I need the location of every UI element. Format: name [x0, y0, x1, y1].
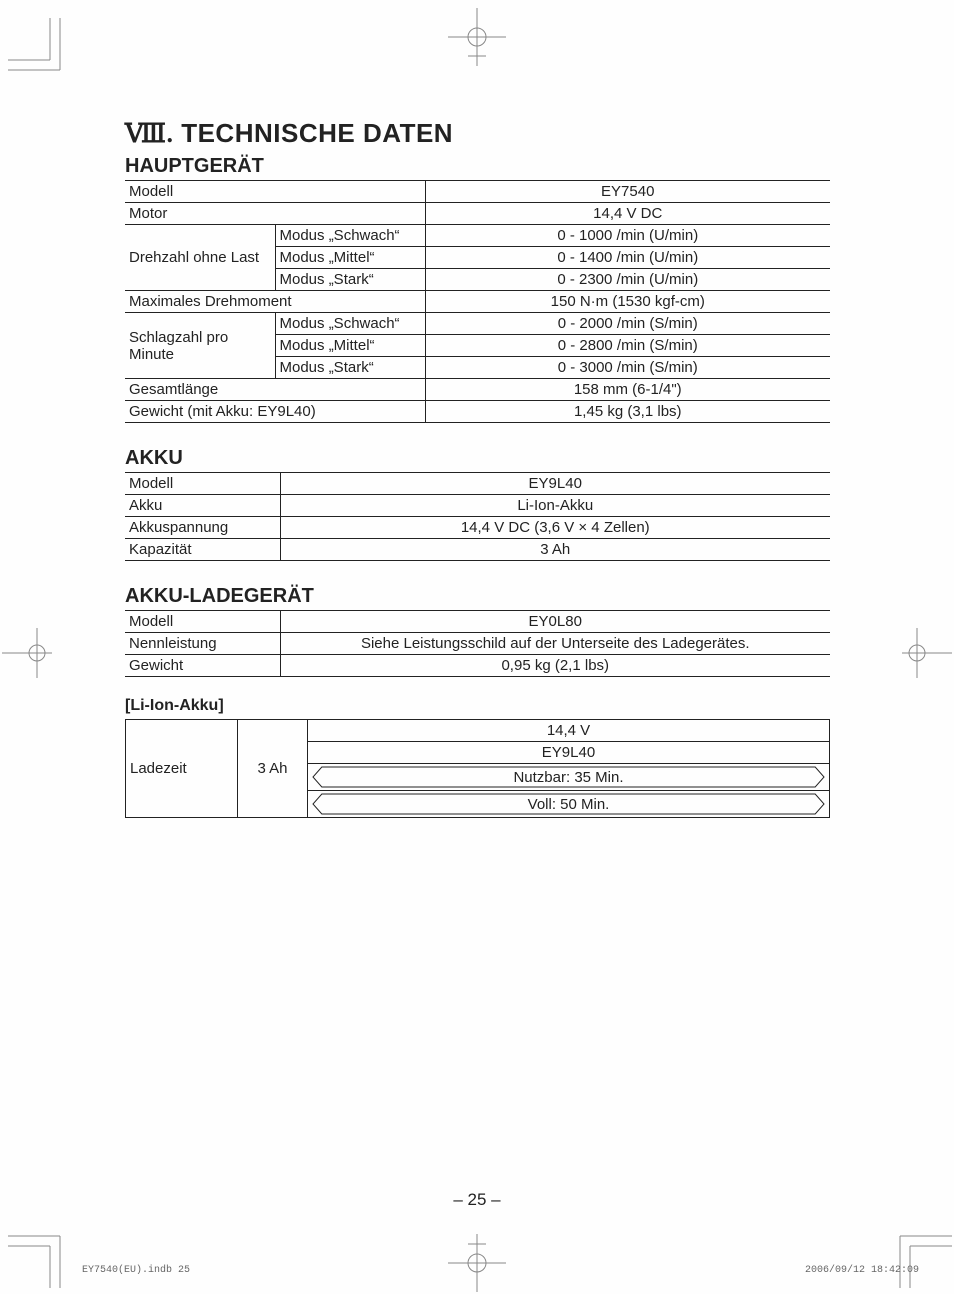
cell-label: Modell	[125, 473, 280, 495]
table-row: Gewicht (mit Akku: EY9L40) 1,45 kg (3,1 …	[125, 401, 830, 423]
section-heading-main: HAUPTGERÄT	[125, 155, 830, 178]
footer-file: EY7540(EU).indb 25	[82, 1265, 190, 1276]
table-row: Modell EY9L40	[125, 473, 830, 495]
cell-label: Gesamtlänge	[125, 379, 425, 401]
table-row: Ladezeit 3 Ah 14,4 V	[126, 720, 830, 742]
heading-title: TECHNISCHE DATEN	[181, 118, 453, 148]
regmark-top	[448, 8, 506, 66]
cell-sublabel: Modus „Schwach“	[275, 313, 425, 335]
table-row: Kapazität 3 Ah	[125, 539, 830, 561]
table-row: Akku Li-Ion-Akku	[125, 495, 830, 517]
cell-value: 1,45 kg (3,1 lbs)	[425, 401, 830, 423]
cell-sublabel: Modus „Schwach“	[275, 225, 425, 247]
page-body: Ⅷ. TECHNISCHE DATEN HAUPTGERÄT Modell EY…	[125, 118, 830, 818]
main-unit-table: Modell EY7540 Motor 14,4 V DC Drehzahl o…	[125, 180, 830, 423]
cell-value: 14,4 V DC (3,6 V × 4 Zellen)	[280, 517, 830, 539]
cell-value: Nutzbar: 35 Min.	[513, 769, 623, 786]
table-row: Schlagzahl pro Minute Modus „Schwach“ 0 …	[125, 313, 830, 335]
cell-value: Li-Ion-Akku	[280, 495, 830, 517]
cell-value: 0 - 1400 /min (U/min)	[425, 247, 830, 269]
section-heading-akku: AKKU	[125, 447, 830, 470]
cell-label: Gewicht (mit Akku: EY9L40)	[125, 401, 425, 423]
cell-label: Maximales Drehmoment	[125, 291, 425, 313]
table-row: Modell EY7540	[125, 181, 830, 203]
table-row: Gesamtlänge 158 mm (6-1/4")	[125, 379, 830, 401]
cell-value: 0 - 2300 /min (U/min)	[425, 269, 830, 291]
roman-numeral: Ⅷ.	[125, 119, 173, 148]
cropmark-left	[2, 628, 52, 678]
footer-timestamp: 2006/09/12 18:42:09	[805, 1265, 919, 1276]
cell-label: Akkuspannung	[125, 517, 280, 539]
section-heading-charger: AKKU-LADEGERÄT	[125, 585, 830, 608]
cell-sublabel: Modus „Mittel“	[275, 335, 425, 357]
cell-label: Modell	[125, 611, 280, 633]
cell-value: EY9L40	[308, 742, 830, 764]
cell-sublabel: Modus „Stark“	[275, 357, 425, 379]
cell-value: EY0L80	[280, 611, 830, 633]
cell-label: Gewicht	[125, 655, 280, 677]
cell-label: Modell	[125, 181, 425, 203]
cell-hex-usable: Nutzbar: 35 Min.	[308, 764, 830, 791]
charger-table: Modell EY0L80 Nennleistung Siehe Leistun…	[125, 610, 830, 677]
cell-label: Motor	[125, 203, 425, 225]
cell-label: Ladezeit	[126, 720, 238, 818]
cell-value: 0 - 2000 /min (S/min)	[425, 313, 830, 335]
table-row: Drehzahl ohne Last Modus „Schwach“ 0 - 1…	[125, 225, 830, 247]
cell-hex-full: Voll: 50 Min.	[308, 791, 830, 818]
regmark-bottom	[448, 1234, 506, 1292]
akku-table: Modell EY9L40 Akku Li-Ion-Akku Akkuspann…	[125, 472, 830, 561]
cell-value: Siehe Leistungsschild auf der Unterseite…	[280, 633, 830, 655]
cropmark-right	[902, 628, 952, 678]
cell-value: 0 - 2800 /min (S/min)	[425, 335, 830, 357]
cell-value: EY7540	[425, 181, 830, 203]
cell-value: 14,4 V DC	[425, 203, 830, 225]
page-number: – 25 –	[0, 1190, 954, 1210]
cropmark-bl	[8, 1220, 76, 1288]
table-row: Motor 14,4 V DC	[125, 203, 830, 225]
table-row: Gewicht 0,95 kg (2,1 lbs)	[125, 655, 830, 677]
cell-sublabel: Modus „Mittel“	[275, 247, 425, 269]
table-row: Nennleistung Siehe Leistungsschild auf d…	[125, 633, 830, 655]
cell-label: Nennleistung	[125, 633, 280, 655]
cell-label: Akku	[125, 495, 280, 517]
table-row: Akkuspannung 14,4 V DC (3,6 V × 4 Zellen…	[125, 517, 830, 539]
table-row: Maximales Drehmoment 150 N·m (1530 kgf-c…	[125, 291, 830, 313]
cell-label: Kapazität	[125, 539, 280, 561]
cropmark-tl	[8, 18, 76, 86]
cell-label: Schlagzahl pro Minute	[125, 313, 275, 379]
cell-value: 0 - 3000 /min (S/min)	[425, 357, 830, 379]
cell-sublabel: Modus „Stark“	[275, 269, 425, 291]
cell-value: 0,95 kg (2,1 lbs)	[280, 655, 830, 677]
table-row: Modell EY0L80	[125, 611, 830, 633]
cell-value: 0 - 1000 /min (U/min)	[425, 225, 830, 247]
sub-heading-liion: [Li-Ion-Akku]	[125, 697, 830, 715]
liion-table: Ladezeit 3 Ah 14,4 V EY9L40 Nutzbar: 35 …	[125, 719, 830, 818]
main-heading: Ⅷ. TECHNISCHE DATEN	[125, 118, 830, 149]
cell-label: Drehzahl ohne Last	[125, 225, 275, 291]
cell-value: 14,4 V	[308, 720, 830, 742]
cell-value: Voll: 50 Min.	[528, 796, 610, 813]
cell-value: 3 Ah	[238, 720, 308, 818]
cell-value: 150 N·m (1530 kgf-cm)	[425, 291, 830, 313]
print-footer: EY7540(EU).indb 25 2006/09/12 18:42:09	[82, 1265, 919, 1276]
cell-value: 158 mm (6-1/4")	[425, 379, 830, 401]
cell-value: EY9L40	[280, 473, 830, 495]
cropmark-br	[884, 1220, 952, 1288]
cell-value: 3 Ah	[280, 539, 830, 561]
